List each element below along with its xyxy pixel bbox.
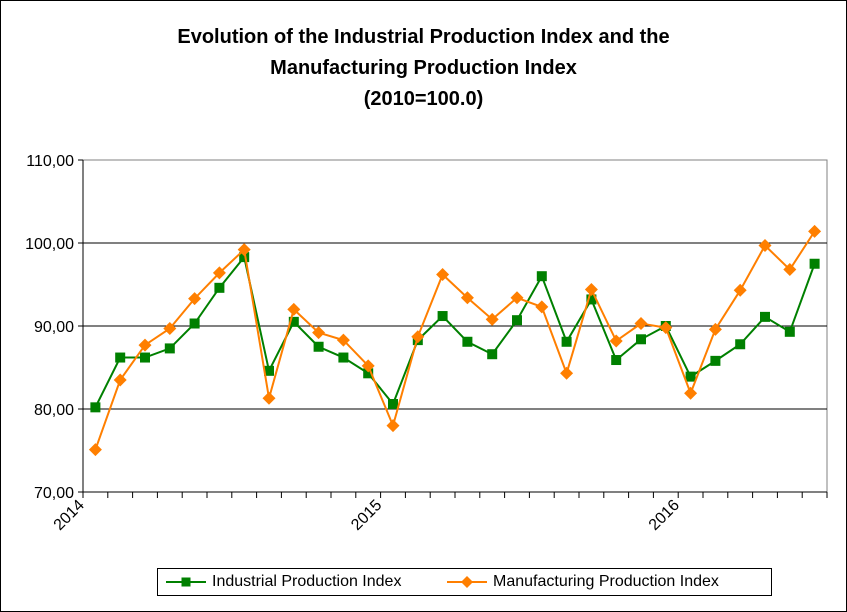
data-point [684, 386, 698, 400]
chart-title: Evolution of the Industrial Production I… [0, 22, 847, 115]
data-point [485, 312, 499, 326]
data-point [584, 282, 598, 296]
y-tick-label: 100,00 [25, 236, 74, 253]
data-point [313, 341, 324, 352]
data-point [212, 266, 226, 280]
data-point [659, 321, 673, 335]
chart-title-line-3: (2010=100.0) [363, 88, 484, 110]
data-point [758, 238, 772, 252]
data-point [163, 321, 177, 335]
data-point [239, 252, 250, 263]
data-point [138, 338, 152, 352]
data-point [561, 336, 572, 347]
data-point [363, 368, 374, 379]
data-point [784, 326, 795, 337]
data-point [809, 258, 820, 269]
data-point [189, 318, 200, 329]
data-point [609, 334, 623, 348]
data-point [708, 322, 722, 336]
legend-label-industrial: Industrial Production Index [212, 573, 402, 590]
x-tick-label: 2016 [646, 497, 683, 534]
data-point [586, 294, 597, 305]
y-tick-label: 80,00 [34, 402, 74, 419]
series-manufacturing [88, 224, 822, 457]
data-point [90, 402, 101, 413]
x-tick-label: 2014 [51, 497, 88, 534]
data-point [312, 326, 326, 340]
data-point [685, 371, 696, 382]
data-point [188, 292, 202, 306]
data-point [808, 224, 822, 238]
data-point [535, 300, 549, 314]
data-point [735, 339, 746, 350]
data-point [115, 352, 126, 363]
legend-marker-manufacturing [447, 576, 487, 588]
data-point [237, 243, 251, 257]
legend-marker-industrial [166, 577, 206, 587]
data-point [287, 302, 301, 316]
data-point [560, 366, 574, 380]
data-point [536, 271, 547, 282]
data-point [113, 373, 127, 387]
data-point [512, 315, 522, 326]
data-point [288, 316, 299, 327]
data-point [462, 336, 473, 347]
data-point [487, 349, 498, 360]
data-point [611, 355, 622, 366]
chart-legend: Industrial Production Index Manufacturin… [157, 568, 772, 596]
data-point [140, 352, 150, 363]
data-point [386, 419, 400, 433]
data-point [636, 334, 646, 345]
data-point [460, 291, 474, 305]
y-tick-label: 90,00 [34, 319, 74, 336]
data-point [264, 365, 274, 376]
data-point [437, 311, 448, 322]
legend-label-manufacturing: Manufacturing Production Index [493, 573, 719, 590]
data-point [262, 391, 276, 405]
data-point [88, 443, 102, 457]
x-tick-label: 2015 [348, 497, 385, 534]
data-point [783, 263, 797, 277]
chart-title-line-2: Manufacturing Production Index [270, 57, 577, 79]
data-point [733, 283, 747, 297]
y-tick-label: 70,00 [34, 485, 74, 502]
data-point [634, 317, 648, 331]
chart-title-line-1: Evolution of the Industrial Production I… [177, 26, 670, 48]
data-point [338, 352, 349, 363]
data-point [411, 330, 425, 344]
data-point [710, 355, 721, 366]
series-line [94, 230, 816, 451]
data-point [214, 282, 225, 293]
y-tick-label: 110,00 [26, 153, 74, 170]
data-point [336, 333, 350, 347]
data-point [760, 311, 770, 322]
data-point [361, 359, 375, 373]
data-point [510, 291, 524, 305]
data-point [388, 399, 398, 410]
data-point [436, 268, 450, 282]
data-point [164, 343, 175, 354]
